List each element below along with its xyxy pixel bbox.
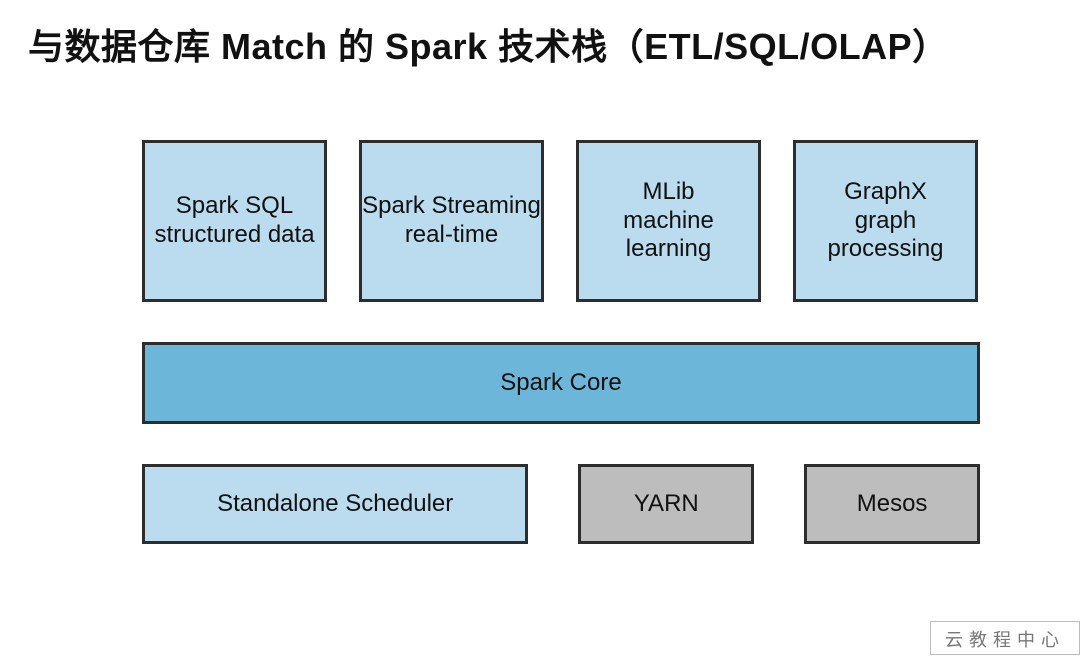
bottom-row: Standalone Scheduler YARN Mesos xyxy=(142,464,980,544)
box-line: Spark Streaming xyxy=(362,192,541,221)
box-mesos: Mesos xyxy=(804,464,980,544)
box-line: YARN xyxy=(634,490,699,519)
core-row: Spark Core xyxy=(142,342,980,424)
spark-stack-diagram: Spark SQL structured data Spark Streamin… xyxy=(142,140,980,544)
box-spark-core: Spark Core xyxy=(142,342,980,424)
box-line: learning xyxy=(626,235,711,264)
box-line: Standalone Scheduler xyxy=(217,490,453,519)
box-line: Spark Core xyxy=(500,369,621,398)
box-standalone-scheduler: Standalone Scheduler xyxy=(142,464,528,544)
box-spark-streaming: Spark Streaming real-time xyxy=(359,140,544,302)
box-graphx: GraphX graph processing xyxy=(793,140,978,302)
box-line: MLib xyxy=(642,178,694,207)
box-line: GraphX xyxy=(844,178,927,207)
box-line: structured data xyxy=(154,221,314,250)
box-yarn: YARN xyxy=(578,464,754,544)
box-line: graph xyxy=(855,207,916,236)
box-line: Mesos xyxy=(857,490,928,519)
box-line: real-time xyxy=(405,221,498,250)
box-mlib: MLib machine learning xyxy=(576,140,761,302)
top-row: Spark SQL structured data Spark Streamin… xyxy=(142,140,980,302)
box-line: machine xyxy=(623,207,714,236)
box-line: processing xyxy=(827,235,943,264)
box-spark-sql: Spark SQL structured data xyxy=(142,140,327,302)
box-line: Spark SQL xyxy=(176,192,293,221)
watermark: 云教程中心 xyxy=(930,621,1080,655)
page-title: 与数据仓库 Match 的 Spark 技术栈（ETL/SQL/OLAP） xyxy=(28,18,949,70)
